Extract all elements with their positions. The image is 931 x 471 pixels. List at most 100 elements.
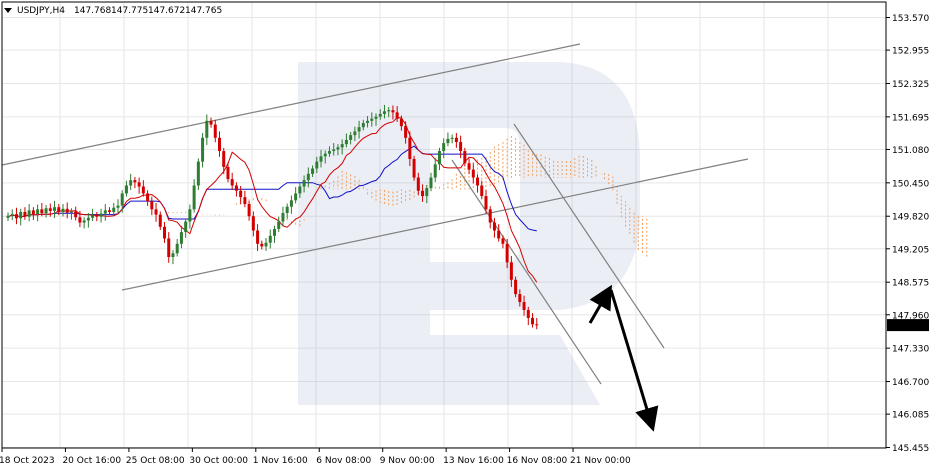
candle-body [239,190,243,198]
forecast-arrows [588,284,659,432]
candle-body [311,168,315,174]
candle-body [209,120,213,125]
arrow-up [588,284,612,324]
candle-body [192,185,196,210]
candle-body [281,213,285,222]
open-value: 147.768 [74,6,111,16]
candle-body [526,309,530,318]
price-tick-label: 146.085 [892,411,929,421]
candle-body [361,122,365,128]
current-price-badge: 147.765 [887,319,929,332]
time-tick-label: 25 Oct 08:00 [126,456,185,466]
chevron-down-icon[interactable] [4,8,12,13]
candle-body [44,208,48,214]
price-tick-label: 152.325 [892,80,929,90]
candle-body [82,220,86,223]
candle-body [387,110,391,112]
candle-body [95,215,99,217]
channel-upper-line [1,43,581,166]
price-tick-label: 150.450 [892,179,929,189]
candle-body [332,149,336,152]
candle-body [302,180,306,187]
candle-body [450,137,454,139]
candle-body [154,209,158,215]
candle-body [272,228,276,236]
candle-body [69,211,73,213]
candle-body [243,197,247,205]
candle-body [463,151,467,164]
candle-body [196,161,200,186]
candle-body [298,186,302,194]
candles [6,104,539,330]
price-axis[interactable]: 153.570 152.955 152.325 151.695 151.080 150.4… [886,14,929,454]
candle-body [497,230,501,239]
candle-body [226,166,230,180]
time-axis[interactable]: 18 Oct 2023 20 Oct 16:00 25 Oct 08:00 30 Oc… [0,448,631,466]
candle-body [433,164,437,178]
candle-body [133,180,137,183]
candle-body [36,209,40,215]
plot-border [1,1,887,449]
candle-body [256,230,260,244]
candle-body [366,120,370,123]
candle-body [336,147,340,150]
candle-body [19,211,23,219]
candle-body [129,180,133,186]
candle-body [391,110,395,113]
candle-body [399,118,403,127]
candle-body [146,193,150,202]
candle-body [349,135,353,140]
candle-body [103,210,107,214]
low-value: 147.672 [148,6,185,16]
candle-body [10,214,14,216]
candle-body [205,120,209,138]
candle-body [277,221,281,229]
candle-body [31,210,35,215]
candle-body [467,163,471,170]
falling-line-a [451,159,602,385]
candle-body [505,243,509,263]
candle-body [27,210,31,217]
candle-body [74,211,78,218]
current-price-label: 147.765 [891,322,928,332]
price-tick-label: 151.695 [892,113,929,123]
time-tick-label: 13 Nov 16:00 [443,456,504,466]
watermark-logo [298,62,640,405]
candle-body [446,138,450,144]
candle-body [501,238,505,244]
candle-body [108,210,112,212]
chart-frame [1,1,887,449]
candle-body [116,205,120,208]
close-value: 147.765 [185,6,222,16]
candle-body [158,214,162,227]
candle-body [141,186,145,194]
candle-body [370,118,374,121]
ichimoku-lines [7,117,538,283]
candle-body [124,185,128,194]
candle-body [518,294,522,303]
candle-body [454,137,458,143]
time-tick-label: 20 Oct 16:00 [62,456,121,466]
candle-body [6,215,10,218]
candle-body [23,211,27,217]
candle-body [382,111,386,114]
time-tick-label: 30 Oct 00:00 [189,456,248,466]
price-tick-label: 149.820 [892,213,929,223]
ichimoku-cloud [168,135,648,257]
candle-body [184,221,188,233]
candle-body [268,235,272,243]
candle-body [230,179,234,186]
candle-body [421,190,425,197]
candle-body [213,124,217,138]
price-tick-label: 151.080 [892,146,929,156]
price-tick-label: 147.330 [892,345,929,355]
price-tick-label: 145.455 [892,444,929,454]
candle-body [91,215,95,218]
candle-body [459,142,463,152]
chart-header: USDJPY,H4 147.768 147.775 147.672 147.76… [4,6,222,16]
candle-body [78,217,82,223]
candle-body [120,193,124,206]
candle-body [340,144,344,148]
candle-body [484,196,488,210]
